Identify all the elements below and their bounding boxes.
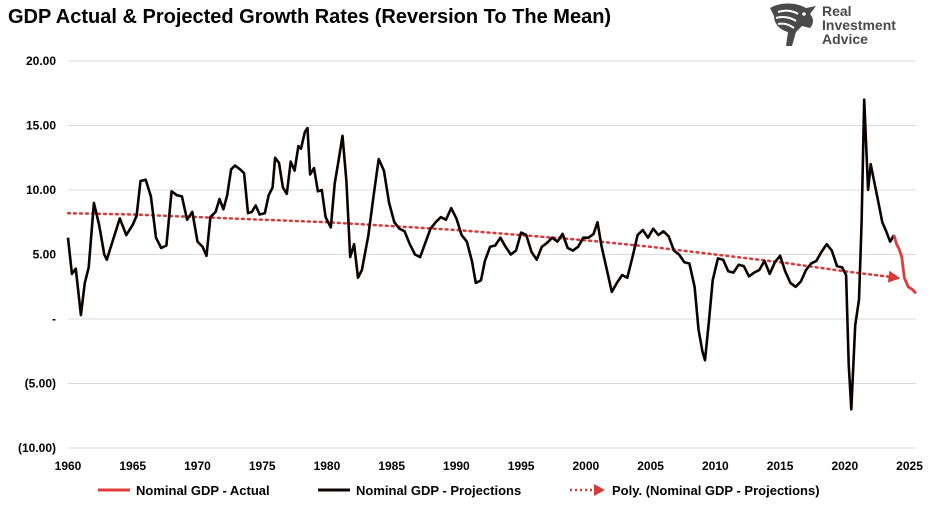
legend-item-trend: Poly. (Nominal GDP - Projections) xyxy=(570,480,820,500)
x-tick-label: 1975 xyxy=(249,459,276,473)
legend-item-projections: Nominal GDP - Projections xyxy=(318,480,521,500)
legend-swatch-projections xyxy=(318,488,350,492)
y-tick-label: 20.00 xyxy=(26,54,56,68)
y-axis-tick-labels: 20.00 15.00 10.00 5.00 - (5.00) (10.00) xyxy=(18,54,56,455)
logo-line-2: Investment xyxy=(822,17,896,33)
y-tick-label: 10.00 xyxy=(26,183,56,197)
grid-lines xyxy=(68,60,916,449)
legend-swatch-trend xyxy=(570,484,605,496)
x-tick-label: 2015 xyxy=(767,459,794,473)
logo-line-3: Advice xyxy=(822,31,868,47)
y-tick-label: (10.00) xyxy=(18,441,56,455)
chart-title: GDP Actual & Projected Growth Rates (Rev… xyxy=(8,6,612,28)
y-tick-label: 5.00 xyxy=(33,248,57,262)
eagle-logo-icon xyxy=(770,3,816,46)
x-tick-label: 2000 xyxy=(573,459,600,473)
legend-swatch-actual xyxy=(98,488,130,492)
x-tick-label: 1990 xyxy=(443,459,470,473)
x-tick-label: 2010 xyxy=(702,459,729,473)
x-tick-label: 1970 xyxy=(184,459,211,473)
x-tick-label: 2025 xyxy=(896,459,923,473)
x-axis-tick-labels: 1960 1965 1970 1975 1980 1985 1990 1995 2000 2005… xyxy=(55,459,924,473)
y-tick-label: - xyxy=(52,312,56,326)
x-tick-label: 2005 xyxy=(637,459,664,473)
legend-label-projections: Nominal GDP - Projections xyxy=(356,482,522,498)
legend-label-trend: Poly. (Nominal GDP - Projections) xyxy=(612,482,820,498)
logo: Real Investment Advice xyxy=(766,2,926,50)
trend-arrowhead xyxy=(887,270,901,283)
x-tick-label: 1960 xyxy=(55,459,82,473)
logo-text: Real Investment Advice xyxy=(822,4,896,46)
series-lines xyxy=(66,98,917,411)
y-tick-label: (5.00) xyxy=(25,377,56,391)
x-tick-label: 1995 xyxy=(508,459,535,473)
legend-item-actual: Nominal GDP - Actual xyxy=(98,480,270,500)
x-tick-label: 2020 xyxy=(831,459,858,473)
x-tick-label: 1980 xyxy=(314,459,341,473)
series-line-projections xyxy=(66,98,896,411)
x-tick-label: 1965 xyxy=(119,459,146,473)
series-line-trend xyxy=(66,211,898,279)
y-tick-label: 15.00 xyxy=(26,119,56,133)
series-line-actual xyxy=(892,234,917,295)
logo-line-1: Real xyxy=(822,3,852,19)
legend: Nominal GDP - Actual Nominal GDP - Proje… xyxy=(0,480,930,500)
legend-label-actual: Nominal GDP - Actual xyxy=(136,482,270,498)
x-tick-label: 1985 xyxy=(378,459,405,473)
